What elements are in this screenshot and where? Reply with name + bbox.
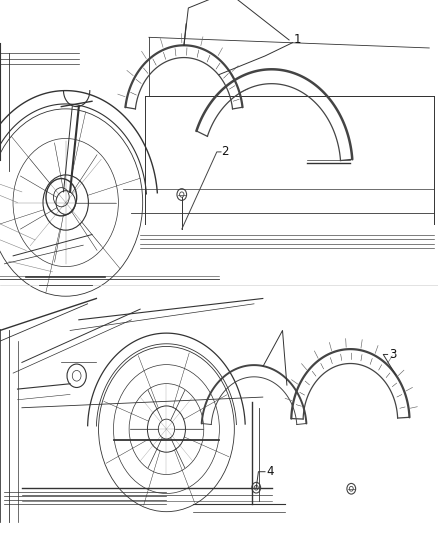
Text: 4: 4 — [266, 465, 274, 478]
Bar — [0, 288, 438, 533]
Text: 3: 3 — [389, 348, 396, 361]
Text: 2: 2 — [221, 146, 229, 158]
Text: 1: 1 — [293, 34, 301, 46]
Bar — [0, 0, 438, 288]
